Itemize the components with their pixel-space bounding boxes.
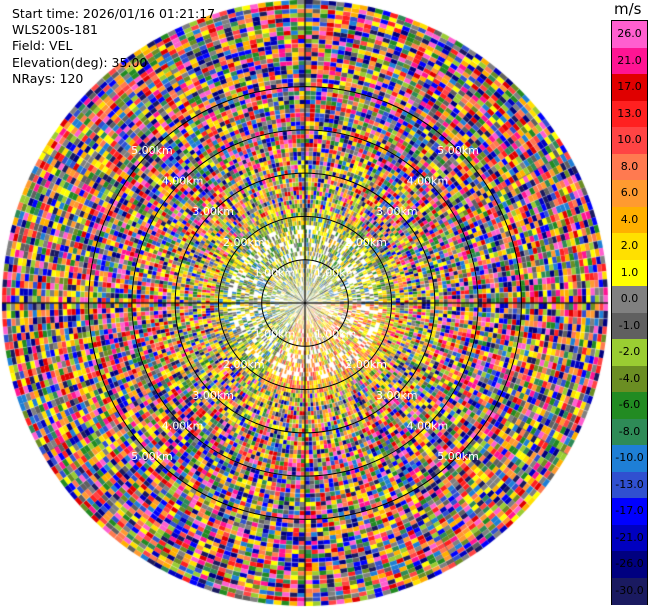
colorbar-segment [612,445,647,472]
colorbar: 26.0 21.0 17.0 13.0 10.0 8.0 6.0 4.0 2.0 1.0 0.0 -1… [611,20,648,605]
colorbar-segment [612,100,647,128]
range-ring-label: 1.00km [315,328,357,341]
colorbar-segment [612,286,647,313]
range-ring-label: 4.00km [407,419,449,432]
range-ring [261,259,349,347]
range-ring-label: 2.00km [223,236,265,249]
colorbar-tick-label: 1.0 [620,265,639,279]
colorbar-tick-label: 4.0 [620,212,639,226]
plot-info: Start time: 2026/01/16 01:21:17 WLS200s-… [12,6,215,87]
colorbar-segment [612,418,647,446]
range-ring-label: 2.00km [223,358,265,371]
colorbar-tick-label: 8.0 [620,159,639,173]
colorbar-tick-label: -10.0 [615,451,644,465]
range-ring [217,215,393,391]
range-ring-label: 2.00km [345,236,387,249]
colorbar-tick-label: -1.0 [618,318,641,332]
elevation-text: Elevation(deg): 35.00 [12,54,148,70]
range-ring-label: 3.00km [192,205,234,218]
range-ring-label: 3.00km [376,389,418,402]
colorbar-tick-label: 0.0 [620,292,639,306]
range-ring-label: 4.00km [407,175,449,188]
colorbar-tick-label: 10.0 [617,133,642,147]
colorbar-tick-label: 26.0 [617,27,642,41]
colorbar-unit: m/s [614,0,642,18]
range-ring-label: 3.00km [192,389,234,402]
range-ring-label: 4.00km [162,175,204,188]
start-time-text: Start time: 2026/01/16 01:21:17 [12,6,216,21]
colorbar-segment [612,233,647,260]
colorbar-segment [612,498,647,525]
colorbar-tick-label: -6.0 [618,398,641,412]
colorbar-segment [612,180,647,207]
colorbar-tick-label: -13.0 [615,477,644,491]
colorbar-segment [612,471,647,499]
colorbar-segment [612,524,647,552]
colorbar-segment [612,312,647,340]
range-ring-label: 5.00km [437,450,479,463]
colorbar-tick-label: -2.0 [618,345,641,359]
range-ring-label: 1.00km [254,266,296,279]
colorbar-segment [612,259,647,287]
colorbar-tick-label: -17.0 [615,504,644,518]
colorbar-tick-label: -4.0 [618,371,641,385]
range-ring-label: 5.00km [131,450,173,463]
colorbar-segment [612,206,647,234]
colorbar-tick-label: 17.0 [617,80,642,94]
colorbar-tick-label: 6.0 [620,186,639,200]
range-ring [131,129,479,477]
range-ring-label: 1.00km [315,266,357,279]
colorbar-tick-label: 13.0 [617,106,642,120]
colorbar-tick-label: -26.0 [615,557,644,571]
colorbar-segment [612,21,647,48]
colorbar-tick-label: -21.0 [615,530,644,544]
colorbar-tick-label: -8.0 [618,424,641,438]
station-text: WLS200s-181 [12,22,98,38]
colorbar-tick-label: -30.0 [615,583,644,597]
colorbar-segment [612,577,647,605]
range-ring-label: 1.00km [254,328,296,341]
nrays-text: NRays: 120 [12,70,84,86]
colorbar-segment [612,47,647,75]
range-ring-label: 5.00km [437,144,479,157]
range-ring-label: 3.00km [376,205,418,218]
range-ring-label: 2.00km [345,358,387,371]
range-ring-label: 5.00km [131,144,173,157]
colorbar-segment [612,551,647,578]
range-ring [174,172,436,434]
colorbar-segment [612,365,647,393]
field-text: Field: VEL [12,38,73,54]
colorbar-tick-label: 2.0 [620,239,639,253]
colorbar-segment [612,392,647,419]
colorbar-segment [612,339,647,366]
colorbar-segment [612,153,647,181]
range-ring-label: 4.00km [162,419,204,432]
range-ring [88,86,522,520]
colorbar-segment [612,127,647,154]
colorbar-segment [612,74,647,101]
colorbar-tick-label: 21.0 [617,53,642,67]
